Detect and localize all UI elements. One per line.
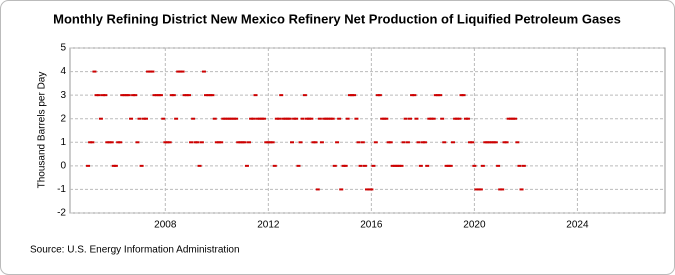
plot-area — [69, 47, 666, 214]
y-tick-label: 2 — [60, 113, 66, 124]
chart-title: Monthly Refining District New Mexico Ref… — [53, 11, 621, 26]
x-tick-label: 2008 — [154, 220, 177, 231]
x-tick-label: 2012 — [257, 220, 280, 231]
y-tick-label: 1 — [60, 137, 66, 148]
y-tick-label: 5 — [60, 43, 66, 54]
x-tick-label: 2016 — [360, 220, 383, 231]
y-tick-label: 0 — [60, 160, 66, 171]
y-tick-label: -1 — [57, 184, 66, 195]
source-note: Source: U.S. Energy Information Administ… — [30, 245, 240, 256]
x-tick-label: 2020 — [463, 220, 486, 231]
y-tick-label: 4 — [60, 66, 66, 77]
y-tick-label: -2 — [57, 208, 66, 219]
y-tick-label: 3 — [60, 90, 66, 101]
x-tick-label: 2024 — [566, 220, 589, 231]
y-axis-label: Thousand Barrels per Day — [37, 72, 48, 189]
